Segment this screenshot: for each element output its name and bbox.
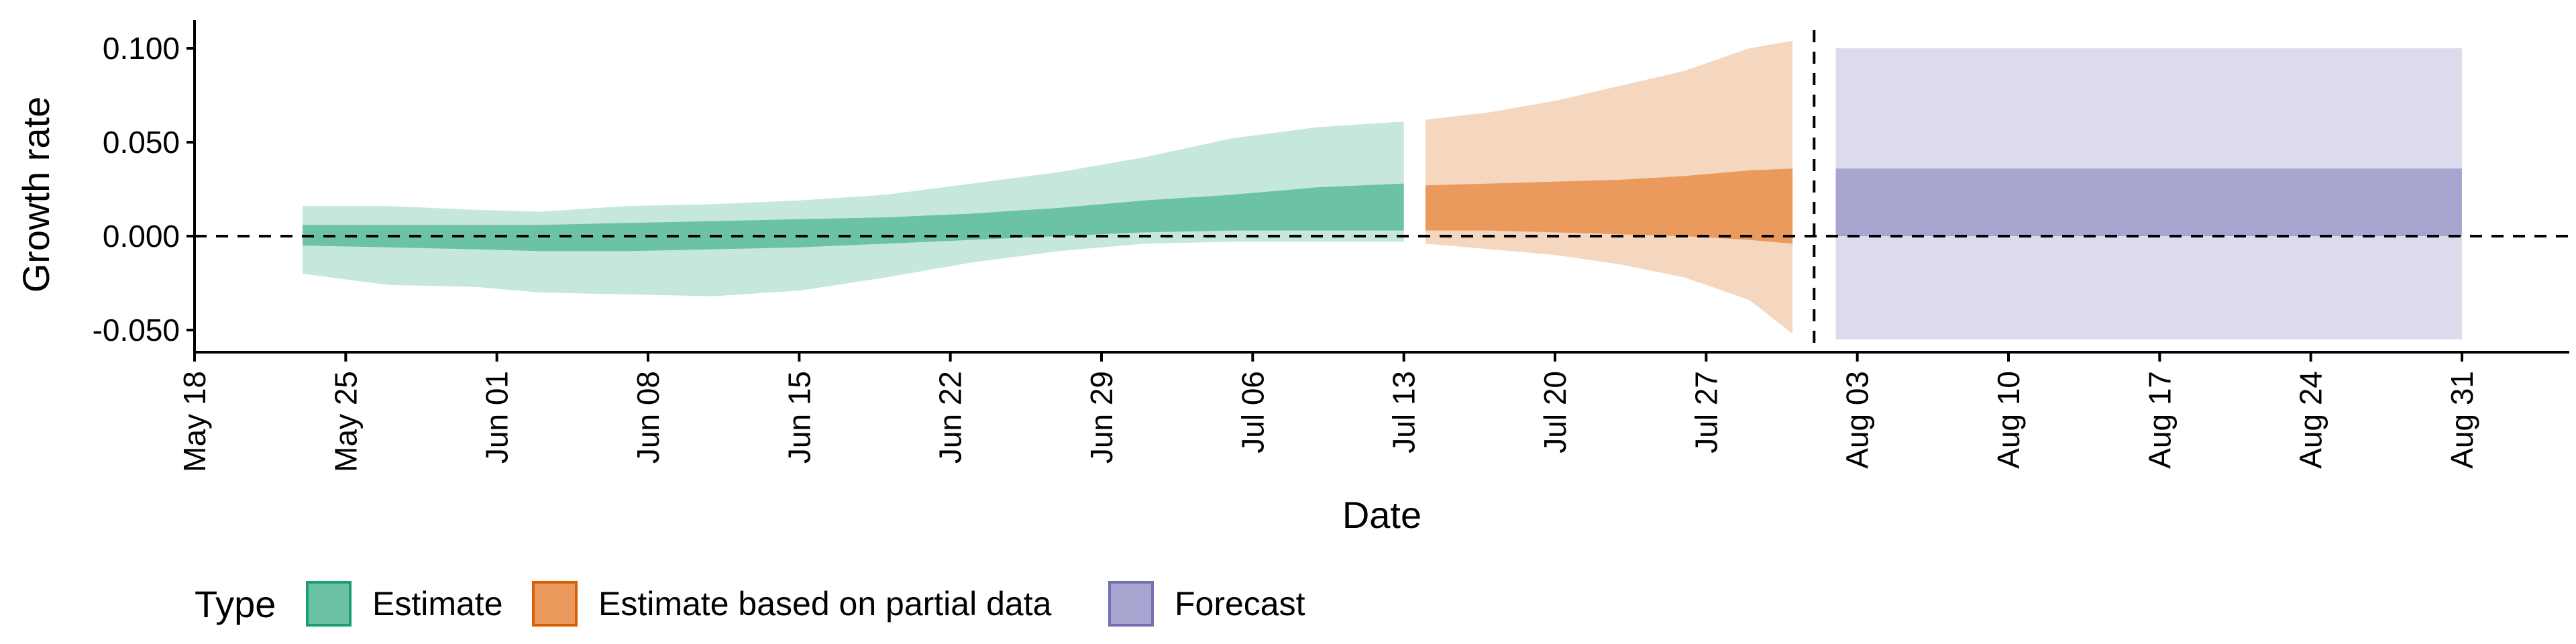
reference-lines bbox=[195, 30, 2569, 352]
x-tick-label: Jul 06 bbox=[1235, 371, 1270, 453]
legend-swatch-estimate bbox=[306, 581, 352, 627]
estimate-outer-band bbox=[303, 121, 1404, 297]
uncertainty-bands bbox=[303, 40, 2462, 339]
y-axis-ticks: 0.100 0.050 0.000 -0.050 bbox=[93, 31, 195, 347]
x-tick-label: Jun 08 bbox=[631, 371, 665, 464]
x-tick-label: Jul 20 bbox=[1538, 371, 1572, 453]
x-tick-label: Aug 24 bbox=[2294, 371, 2328, 469]
legend-label-forecast: Forecast bbox=[1175, 585, 1305, 623]
legend-title: Type bbox=[195, 583, 276, 625]
x-tick-label: Jun 01 bbox=[480, 371, 515, 464]
axes bbox=[193, 20, 2569, 354]
legend-label-estimate: Estimate bbox=[372, 585, 503, 623]
x-tick-label: May 25 bbox=[328, 371, 363, 472]
y-tick-label: -0.050 bbox=[93, 313, 180, 347]
x-tick-label: Jul 13 bbox=[1387, 371, 1421, 453]
x-tick-label: Aug 03 bbox=[1840, 371, 1875, 469]
legend: Type Estimate Estimate based on partial d… bbox=[195, 581, 1305, 627]
y-tick-label: 0.000 bbox=[103, 219, 180, 254]
legend-swatch-forecast bbox=[1108, 581, 1154, 627]
x-axis-title: Date bbox=[1342, 494, 1421, 536]
x-axis-ticks: May 18 May 25 Jun 01 Jun 08 Jun 15 Jun 22 Jun … bbox=[177, 352, 2479, 472]
x-tick-label: Jun 29 bbox=[1084, 371, 1119, 464]
y-tick-label: 0.100 bbox=[103, 31, 180, 66]
x-tick-label: Aug 31 bbox=[2445, 371, 2479, 469]
x-tick-label: Aug 17 bbox=[2142, 371, 2177, 469]
estimate-inner-band bbox=[303, 183, 1404, 252]
x-tick-label: Aug 10 bbox=[1991, 371, 2026, 469]
x-tick-label: Jul 27 bbox=[1688, 371, 1723, 453]
estimate-based-on-partial-data-inner-band bbox=[1425, 168, 1793, 244]
x-tick-label: Jun 15 bbox=[782, 371, 816, 464]
forecast-inner-band bbox=[1835, 168, 2462, 236]
x-tick-label: May 18 bbox=[177, 371, 212, 472]
legend-swatch-estimate-based-on-partial-data bbox=[532, 581, 578, 627]
x-tick-label: Jun 22 bbox=[933, 371, 968, 464]
legend-label-estimate-based-on-partial-data: Estimate based on partial data bbox=[598, 585, 1052, 623]
y-axis-title: Growth rate bbox=[15, 97, 57, 293]
y-tick-label: 0.050 bbox=[103, 125, 180, 160]
